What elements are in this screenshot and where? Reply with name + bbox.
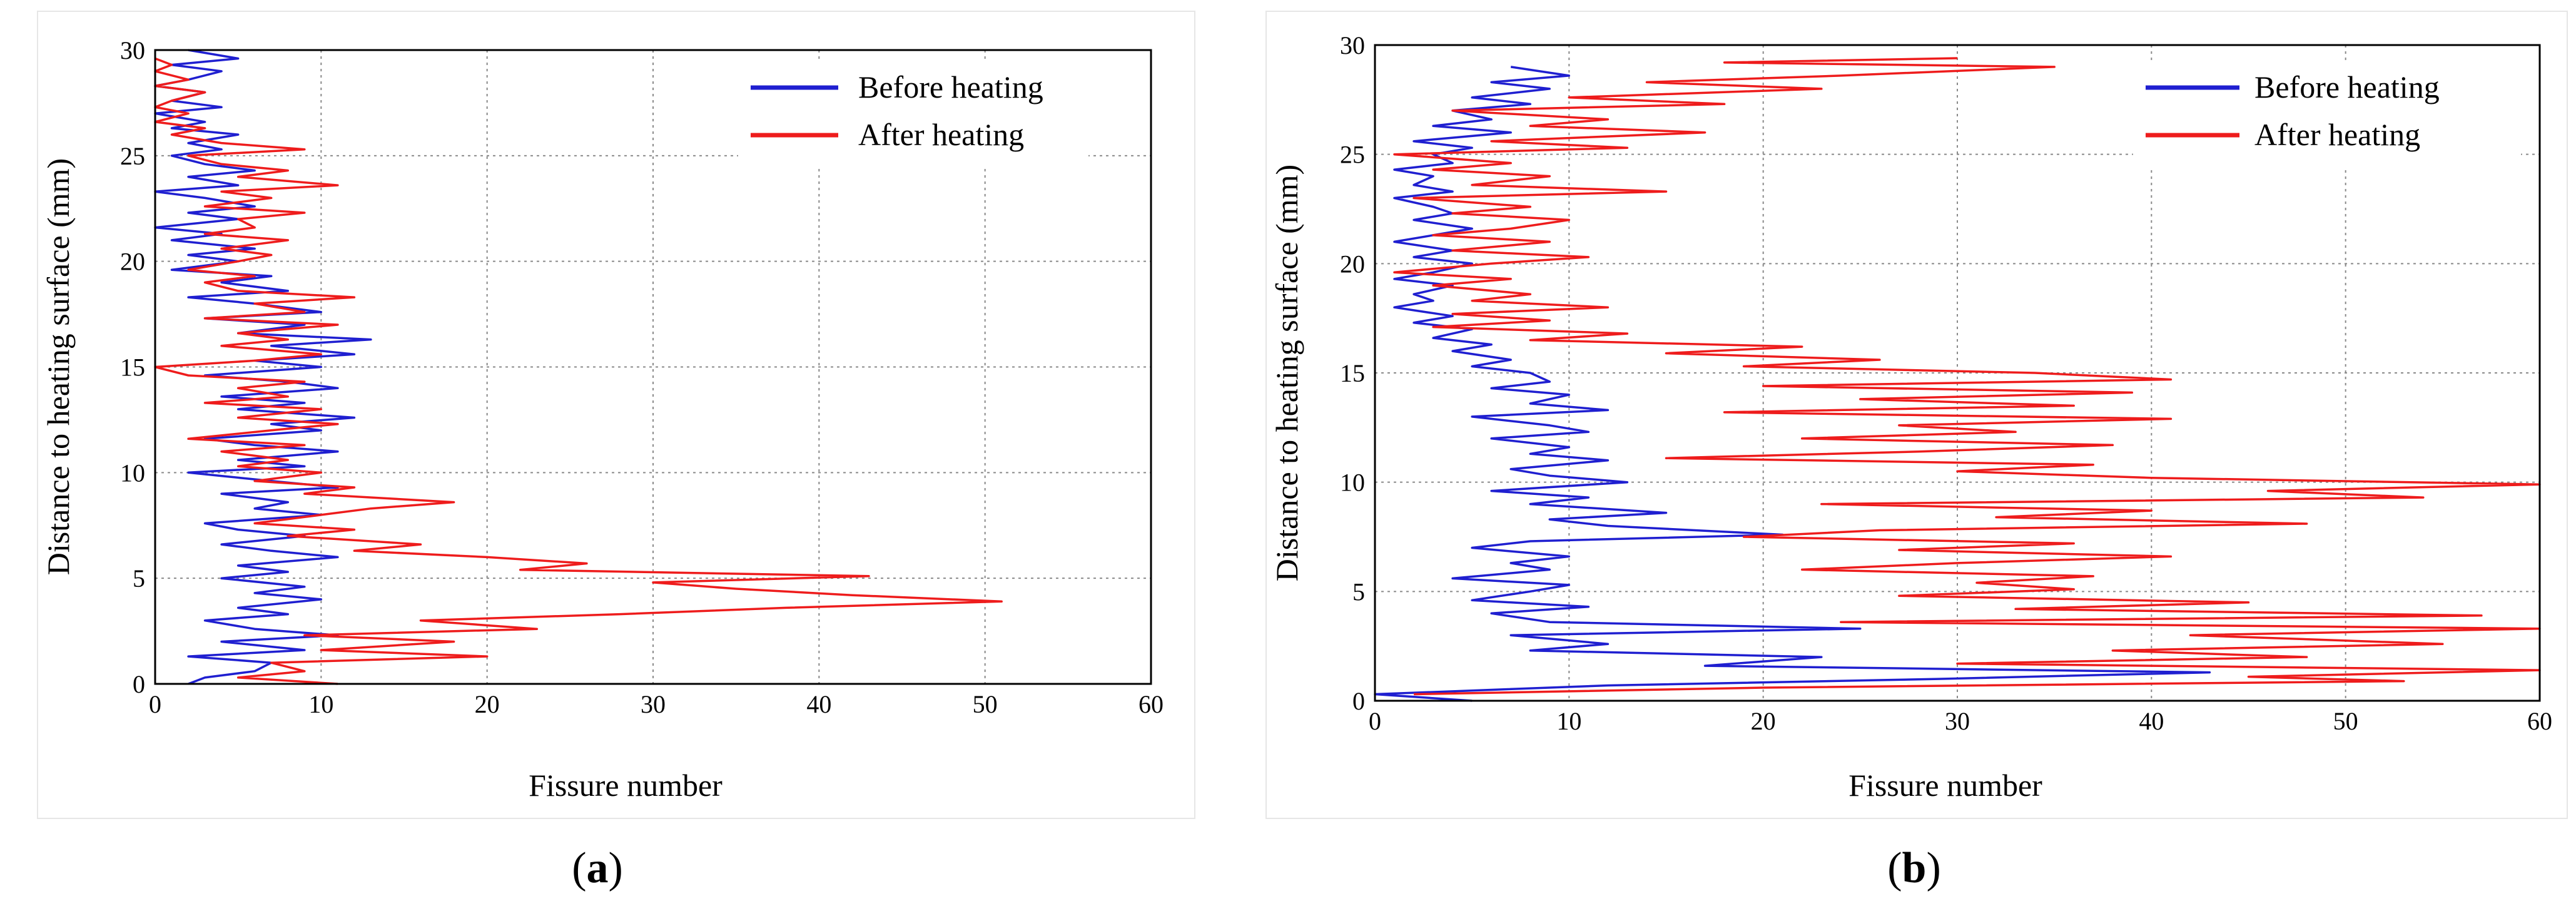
chart-b-xtick-label: 20 bbox=[1751, 707, 1776, 735]
chart-panel-a: 0 10 20 30 40 50 60 0 5 10 15 20 25 30 Before heating… bbox=[37, 11, 1195, 892]
chart-b-ytick-label: 10 bbox=[1340, 469, 1365, 497]
chart-a-plot-border bbox=[154, 49, 1152, 685]
chart-b-legend-bg bbox=[2133, 60, 2521, 166]
chart-b-ytick-label: 30 bbox=[1340, 31, 1365, 59]
chart-b-legend-before-label: Before heating bbox=[2254, 69, 2440, 104]
chart-a-xtick-label: 0 bbox=[149, 690, 161, 718]
chart-b-legend-after-label: After heating bbox=[2254, 117, 2420, 152]
chart-a-xtick-label: 50 bbox=[973, 690, 998, 718]
chart-b-plot-border bbox=[1374, 44, 2541, 702]
chart-b-panel-label: (b) bbox=[1887, 844, 1941, 892]
chart-a-ytick-label: 30 bbox=[120, 36, 145, 64]
chart-a-xtick-label: 30 bbox=[641, 690, 666, 718]
chart-a-ytick-label: 25 bbox=[120, 142, 145, 170]
chart-b-ticks: 0 10 20 30 40 50 60 0 5 10 15 20 25 30 bbox=[1340, 31, 2552, 735]
chart-b-ytick-label: 0 bbox=[1352, 687, 1365, 715]
chart-b-xlabel: Fissure number bbox=[1848, 768, 2042, 803]
chart-a-ytick-label: 20 bbox=[120, 248, 145, 276]
chart-a-legend: Before heating After heating bbox=[738, 63, 1088, 169]
chart-b-frame-shadow bbox=[1265, 11, 2568, 819]
chart-a-ytick-label: 10 bbox=[120, 459, 145, 487]
chart-a-legend-bg bbox=[738, 63, 1088, 169]
chart-b-panel-letter: b bbox=[1902, 844, 1927, 892]
chart-a-xtick-label: 20 bbox=[475, 690, 500, 718]
chart-b-xtick-label: 30 bbox=[1945, 707, 1970, 735]
chart-a-xtick-label: 60 bbox=[1138, 690, 1164, 718]
chart-b-xtick-label: 60 bbox=[2527, 707, 2552, 735]
chart-a-legend-after-label: After heating bbox=[858, 117, 1024, 152]
chart-a-series-after-heating-line bbox=[154, 57, 1003, 685]
chart-a-ylabel: Distance to heating surface (mm) bbox=[41, 158, 76, 575]
chart-b-xtick-label: 10 bbox=[1556, 707, 1581, 735]
chart-a-legend-before-label: Before heating bbox=[858, 69, 1043, 104]
chart-b-series-after-heating-line bbox=[1393, 57, 2541, 696]
chart-panel-b: 0 10 20 30 40 50 60 0 5 10 15 20 25 30 Before heating… bbox=[1265, 11, 2568, 892]
chart-b-ytick-label: 20 bbox=[1340, 250, 1365, 278]
chart-a-xlabel: Fissure number bbox=[529, 768, 723, 803]
chart-a-panel-letter: a bbox=[587, 844, 609, 892]
chart-b-series-before-heating-line bbox=[1374, 66, 2211, 702]
chart-b-ylabel: Distance to heating surface (mm) bbox=[1269, 165, 1304, 581]
chart-a-ytick-label: 0 bbox=[133, 670, 145, 698]
chart-b-xtick-label: 40 bbox=[2139, 707, 2164, 735]
chart-a-xtick-label: 40 bbox=[806, 690, 831, 718]
chart-b-xtick-label: 0 bbox=[1369, 707, 1381, 735]
chart-b-xtick-label: 50 bbox=[2333, 707, 2358, 735]
chart-a-ticks: 0 10 20 30 40 50 60 0 5 10 15 20 25 30 bbox=[120, 36, 1164, 718]
chart-a-xtick-label: 10 bbox=[308, 690, 333, 718]
chart-b-ytick-label: 25 bbox=[1340, 141, 1365, 169]
chart-a-ytick-label: 5 bbox=[133, 564, 145, 593]
chart-b-ytick-label: 5 bbox=[1352, 578, 1365, 606]
chart-a-panel-label: (a) bbox=[572, 844, 623, 892]
chart-b-ytick-label: 15 bbox=[1340, 359, 1365, 387]
chart-b-series bbox=[1374, 57, 2541, 702]
chart-a-series-before-heating-line bbox=[154, 49, 372, 685]
chart-a-frame-shadow bbox=[37, 11, 1195, 819]
chart-b-legend: Before heating After heating bbox=[2133, 60, 2521, 166]
chart-a-series bbox=[154, 49, 1003, 685]
chart-a-ytick-label: 15 bbox=[120, 354, 145, 382]
